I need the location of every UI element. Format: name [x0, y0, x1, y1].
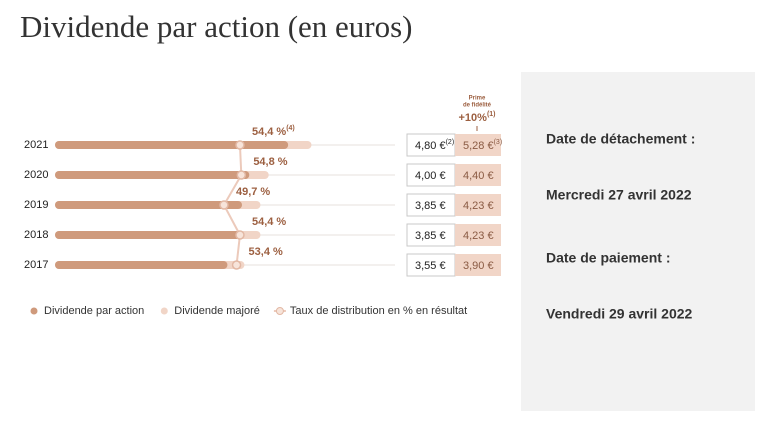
- value-text: 4,40 €: [463, 170, 494, 182]
- value-box: [455, 134, 501, 156]
- value-box: [455, 164, 501, 186]
- rate-text: 54,4 %: [252, 216, 286, 228]
- bar: [55, 201, 242, 209]
- legend-label: Taux de distribution en % en résultat: [290, 305, 467, 317]
- footnote-mark: (4): [286, 125, 295, 132]
- value-box: [455, 194, 501, 216]
- rate-label: 53,4 %: [249, 246, 283, 258]
- rate-dot: [236, 170, 247, 180]
- rate-text: 53,4 %: [249, 246, 283, 258]
- bonus-label: Prime: [469, 96, 486, 102]
- y-tick-label: 2021: [24, 139, 48, 151]
- bar: [55, 141, 289, 149]
- rate-label: 54,4 %: [252, 216, 286, 228]
- panel-date: Vendredi 29 avril 2022: [546, 306, 693, 322]
- rate-text: 54,8 %: [253, 156, 287, 168]
- value-text: 4,00 €: [415, 170, 446, 182]
- rate-label: 49,7 %: [236, 186, 270, 198]
- footnote-mark: (2): [446, 139, 455, 146]
- panel-label: Date de paiement :: [546, 250, 670, 266]
- rate-label: 54,8 %: [253, 156, 287, 168]
- bar: [55, 171, 250, 179]
- footnote-mark: (1): [487, 111, 496, 118]
- value-label: 5,28 €(3): [463, 139, 502, 152]
- value-text: 3,90 €: [463, 260, 494, 272]
- value-label: 4,00 €: [415, 170, 446, 182]
- rate-text: 54,4 %: [252, 126, 286, 138]
- value-label: 3,55 €: [415, 260, 446, 272]
- y-tick-label: 2017: [24, 259, 48, 271]
- value-label: 4,23 €: [463, 230, 494, 242]
- value-text: 4,23 €: [463, 230, 494, 242]
- value-text: 4,23 €: [463, 200, 494, 212]
- value-label: 3,90 €: [463, 260, 494, 272]
- bonus-label: de fidélité: [463, 103, 492, 109]
- footnote-mark: (3): [494, 139, 503, 146]
- value-label: 4,40 €: [463, 170, 494, 182]
- legend-swatch: [160, 307, 168, 315]
- rate-dot: [231, 260, 242, 270]
- bar: [55, 261, 228, 269]
- value-text: 3,85 €: [415, 200, 446, 212]
- value-text: 3,85 €: [415, 230, 446, 242]
- value-text: 4,80 €: [415, 140, 446, 152]
- rate-dot: [235, 230, 245, 240]
- value-box: [455, 224, 501, 246]
- value-label: 3,85 €: [415, 230, 446, 242]
- panel-date: Mercredi 27 avril 2022: [546, 187, 692, 203]
- legend-swatch: [30, 307, 38, 315]
- page-title: Dividende par action (en euros): [20, 9, 413, 44]
- value-label: 4,23 €: [463, 200, 494, 212]
- y-tick-label: 2018: [24, 229, 48, 241]
- value-box: [455, 254, 501, 276]
- bar: [55, 231, 242, 239]
- value-text: 3,55 €: [415, 260, 446, 272]
- y-tick-label: 2019: [24, 199, 48, 211]
- rate-label: 54,4 %(4): [252, 125, 295, 138]
- rate-text: 49,7 %: [236, 186, 270, 198]
- bonus-text: +10%(1): [458, 111, 495, 124]
- value-label: 3,85 €: [415, 200, 446, 212]
- bonus-value: +10%: [458, 112, 487, 124]
- value-text: 5,28 €: [463, 140, 494, 152]
- side-panel: [521, 72, 755, 411]
- legend-swatch: [275, 307, 284, 315]
- legend-label: Dividende majoré: [174, 305, 260, 317]
- rate-dot: [235, 140, 245, 150]
- legend-label: Dividende par action: [44, 305, 144, 317]
- value-label: 4,80 €(2): [415, 139, 454, 152]
- panel-label: Date de détachement :: [546, 131, 695, 147]
- y-tick-label: 2020: [24, 169, 48, 181]
- rate-dot: [219, 200, 229, 210]
